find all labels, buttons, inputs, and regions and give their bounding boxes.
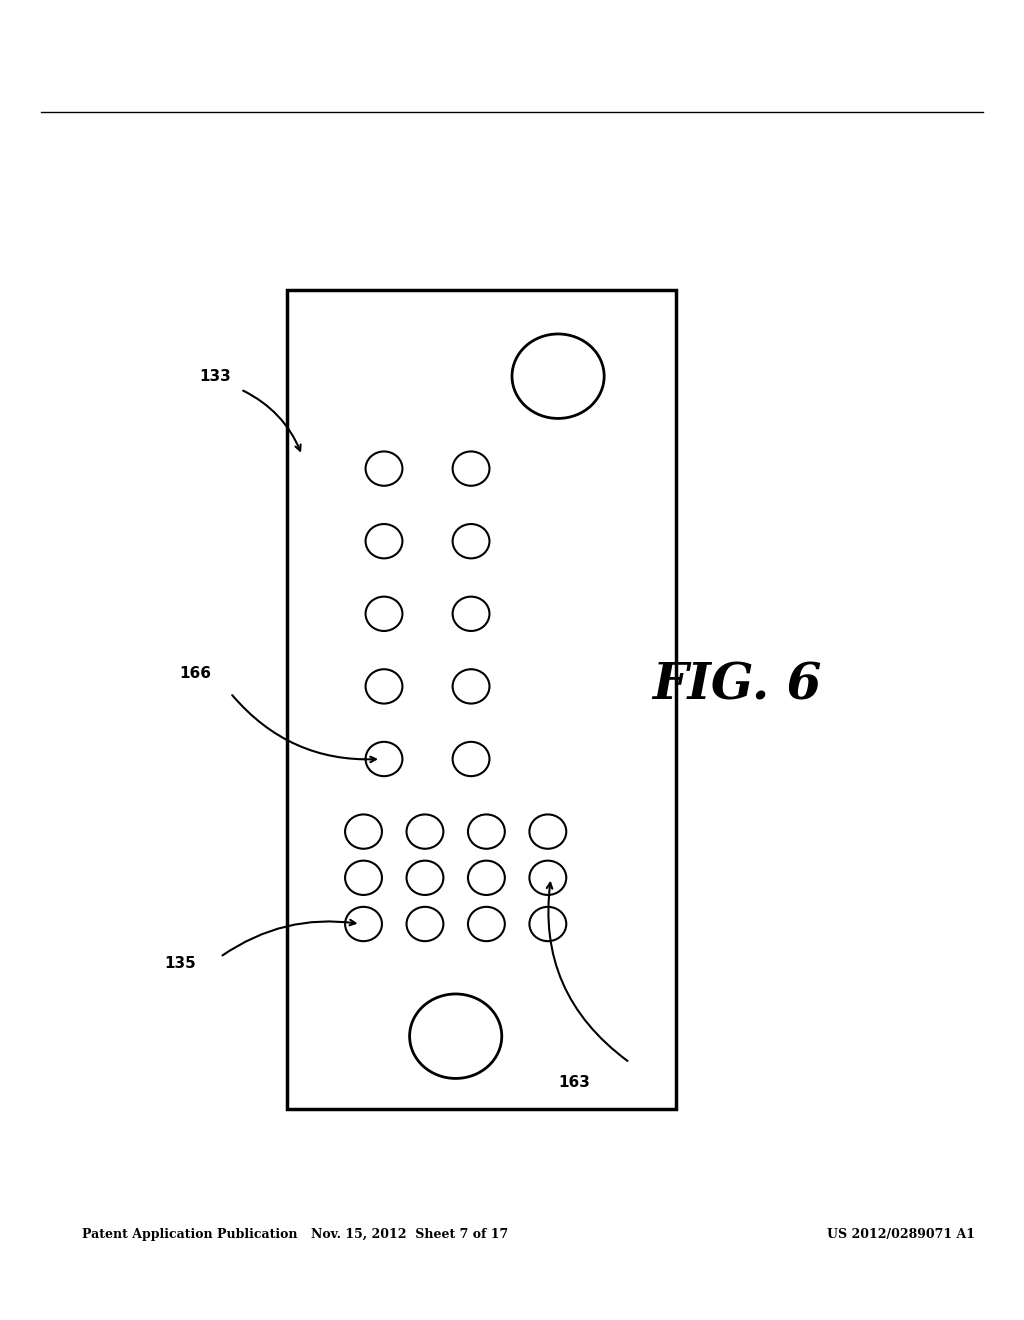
Ellipse shape: [366, 524, 402, 558]
Text: Nov. 15, 2012  Sheet 7 of 17: Nov. 15, 2012 Sheet 7 of 17: [311, 1228, 508, 1241]
Text: 163: 163: [558, 1074, 590, 1090]
Ellipse shape: [345, 814, 382, 849]
Ellipse shape: [468, 907, 505, 941]
Ellipse shape: [345, 907, 382, 941]
Ellipse shape: [453, 669, 489, 704]
Ellipse shape: [366, 451, 402, 486]
Text: 133: 133: [200, 368, 231, 384]
Text: Patent Application Publication: Patent Application Publication: [82, 1228, 297, 1241]
Ellipse shape: [366, 742, 402, 776]
Ellipse shape: [410, 994, 502, 1078]
Bar: [287, 290, 676, 1109]
Ellipse shape: [512, 334, 604, 418]
Ellipse shape: [407, 814, 443, 849]
Ellipse shape: [453, 451, 489, 486]
Ellipse shape: [529, 814, 566, 849]
Ellipse shape: [468, 861, 505, 895]
Ellipse shape: [366, 597, 402, 631]
Ellipse shape: [529, 907, 566, 941]
Ellipse shape: [407, 861, 443, 895]
Ellipse shape: [453, 742, 489, 776]
Text: 135: 135: [164, 956, 196, 972]
Ellipse shape: [529, 861, 566, 895]
Ellipse shape: [407, 907, 443, 941]
Text: FIG. 6: FIG. 6: [652, 661, 822, 711]
Text: 166: 166: [179, 665, 211, 681]
Ellipse shape: [453, 597, 489, 631]
Ellipse shape: [366, 669, 402, 704]
Text: US 2012/0289071 A1: US 2012/0289071 A1: [827, 1228, 975, 1241]
Ellipse shape: [345, 861, 382, 895]
Ellipse shape: [453, 524, 489, 558]
Ellipse shape: [468, 814, 505, 849]
